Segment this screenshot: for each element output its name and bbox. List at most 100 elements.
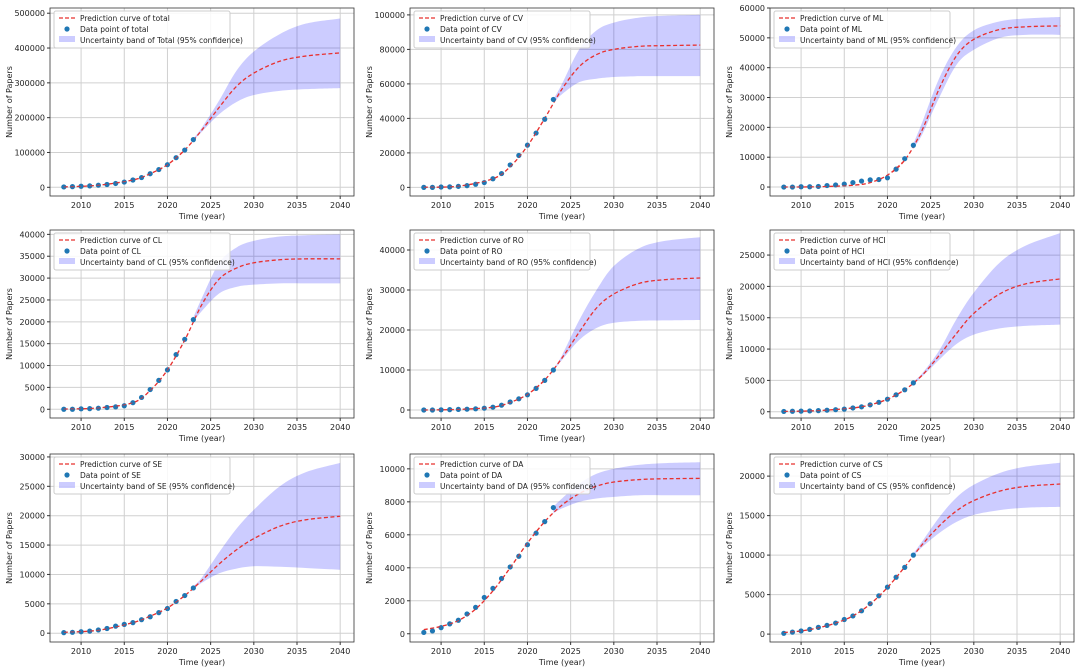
- x-tick-label: 2035: [287, 201, 307, 210]
- legend-data-swatch: [64, 248, 70, 254]
- y-axis-label: Number of Papers: [725, 512, 734, 584]
- prediction-curve-overlay: [783, 389, 905, 412]
- x-tick-label: 2010: [71, 647, 91, 656]
- y-tick-label: 6000: [385, 531, 405, 540]
- data-point: [884, 175, 891, 181]
- data-point: [824, 182, 830, 189]
- subplot-2: 2010 2015 2020 2025 2030 2035 2040 0 10000 20000 3…: [720, 0, 1080, 222]
- x-tick-label: 2035: [1007, 201, 1027, 210]
- axes-frame: [49, 7, 355, 197]
- legend-data-swatch: [424, 472, 430, 478]
- data-point: [104, 404, 110, 411]
- legend-data-swatch: [784, 26, 790, 32]
- subplot-svg: 2010 2015 2020 2025 2030 2035 2040 0 5000 10000 15…: [5, 453, 355, 667]
- legend-box: [413, 10, 591, 49]
- data-point: [798, 184, 804, 190]
- legend-band-label: Uncertainty band of DA (95% confidence): [440, 482, 596, 491]
- data-point: [130, 620, 136, 626]
- legend-prediction-label: Prediction curve of CS: [800, 460, 883, 469]
- data-point: [910, 552, 916, 558]
- axes-frame: [49, 453, 355, 643]
- legend-band-swatch: [779, 482, 795, 488]
- data-point: [61, 630, 67, 636]
- data-point: [850, 405, 856, 411]
- legend-band-label: Uncertainty band of CV (95% confidence): [440, 36, 596, 45]
- data-point: [130, 177, 136, 183]
- y-tick-label: 400000: [14, 44, 45, 53]
- x-tick-label: 2020: [157, 423, 177, 432]
- data-point: [481, 594, 487, 601]
- prediction-curve: [63, 258, 341, 410]
- y-tick-label: 4000: [385, 564, 405, 573]
- data-point: [867, 177, 873, 183]
- uncertainty-band: [913, 462, 1061, 556]
- legend-band-swatch: [419, 482, 435, 488]
- uncertainty-band: [553, 462, 701, 514]
- data-point: [121, 403, 127, 409]
- data-point: [61, 406, 67, 412]
- y-tick-label: 5000: [25, 383, 45, 392]
- data-point: [524, 542, 531, 548]
- y-tick-label: 50000: [740, 34, 765, 43]
- axes-frame: [769, 229, 1075, 419]
- x-tick-label: 2015: [834, 423, 854, 432]
- legend: Prediction curve of CV Data point of CV Un…: [413, 10, 596, 49]
- data-point: [429, 628, 436, 634]
- prediction-curve: [423, 44, 701, 188]
- data-point: [473, 604, 479, 610]
- y-tick-label: 0: [760, 183, 765, 192]
- legend-prediction-label: Prediction curve of DA: [440, 460, 524, 469]
- legend-band-label: Uncertainty band of ML (95% confidence): [800, 36, 956, 45]
- uncertainty-band: [193, 462, 341, 590]
- legend-data-label: Data point of SE: [80, 471, 141, 480]
- data-point: [147, 614, 153, 620]
- data-point: [807, 408, 813, 414]
- y-tick-label: 0: [760, 630, 765, 639]
- x-tick-label: 2025: [920, 423, 940, 432]
- subplot-svg: 2010 2015 2020 2025 2030 2035 2040 0 10000 20000 3…: [365, 229, 715, 443]
- legend-band-label: Uncertainty band of Total (95% confidenc…: [80, 36, 243, 45]
- data-point: [781, 630, 787, 636]
- x-tick-label: 2015: [834, 201, 854, 210]
- legend-data-label: Data point of CV: [440, 25, 503, 34]
- y-tick-label: 10000: [740, 345, 765, 354]
- prediction-curve: [783, 278, 1061, 413]
- y-tick-label: 40000: [380, 114, 405, 123]
- y-tick-label: 30000: [380, 286, 405, 295]
- y-tick-label: 10000: [20, 362, 45, 371]
- legend-prediction-label: Prediction curve of CL: [80, 236, 163, 245]
- y-tick-label: 60000: [740, 4, 765, 13]
- subplot-4: 2010 2015 2020 2025 2030 2035 2040 0 10000 20000 3…: [360, 222, 720, 444]
- data-point: [104, 181, 110, 188]
- y-tick-label: 20000: [20, 318, 45, 327]
- x-tick-label: 2020: [877, 201, 897, 210]
- legend: Prediction curve of DA Data point of DA Un…: [413, 456, 596, 495]
- legend-data-swatch: [784, 472, 790, 478]
- legend-prediction-label: Prediction curve of ML: [800, 14, 884, 23]
- data-point: [190, 585, 196, 591]
- x-tick-label: 2015: [114, 201, 134, 210]
- data-point: [164, 605, 171, 612]
- data-point: [798, 628, 804, 634]
- legend-band-swatch: [59, 36, 75, 42]
- x-tick-label: 2040: [1050, 423, 1070, 432]
- y-axis-label: Number of Papers: [5, 288, 14, 360]
- y-axis-label: Number of Papers: [725, 288, 734, 360]
- legend: Prediction curve of CL Data point of CL Un…: [53, 232, 235, 271]
- data-point: [138, 394, 145, 401]
- y-tick-label: 5000: [745, 376, 765, 385]
- x-tick-label: 2020: [877, 647, 897, 656]
- x-tick-label: 2025: [560, 201, 580, 210]
- data-point: [190, 317, 196, 323]
- subplot-6: 2010 2015 2020 2025 2030 2035 2040 0 5000 10000 15…: [0, 446, 360, 668]
- prediction-curve-overlay: [423, 521, 546, 631]
- legend-data-label: Data point of DA: [440, 471, 503, 480]
- legend-data-swatch: [784, 248, 790, 254]
- legend-box: [53, 456, 231, 495]
- axes-frame: [769, 453, 1075, 643]
- legend-box: [413, 232, 591, 271]
- y-tick-label: 5000: [25, 600, 45, 609]
- data-point: [824, 407, 830, 413]
- y-axis-label: Number of Papers: [725, 66, 734, 138]
- x-tick-label: 2010: [431, 201, 451, 210]
